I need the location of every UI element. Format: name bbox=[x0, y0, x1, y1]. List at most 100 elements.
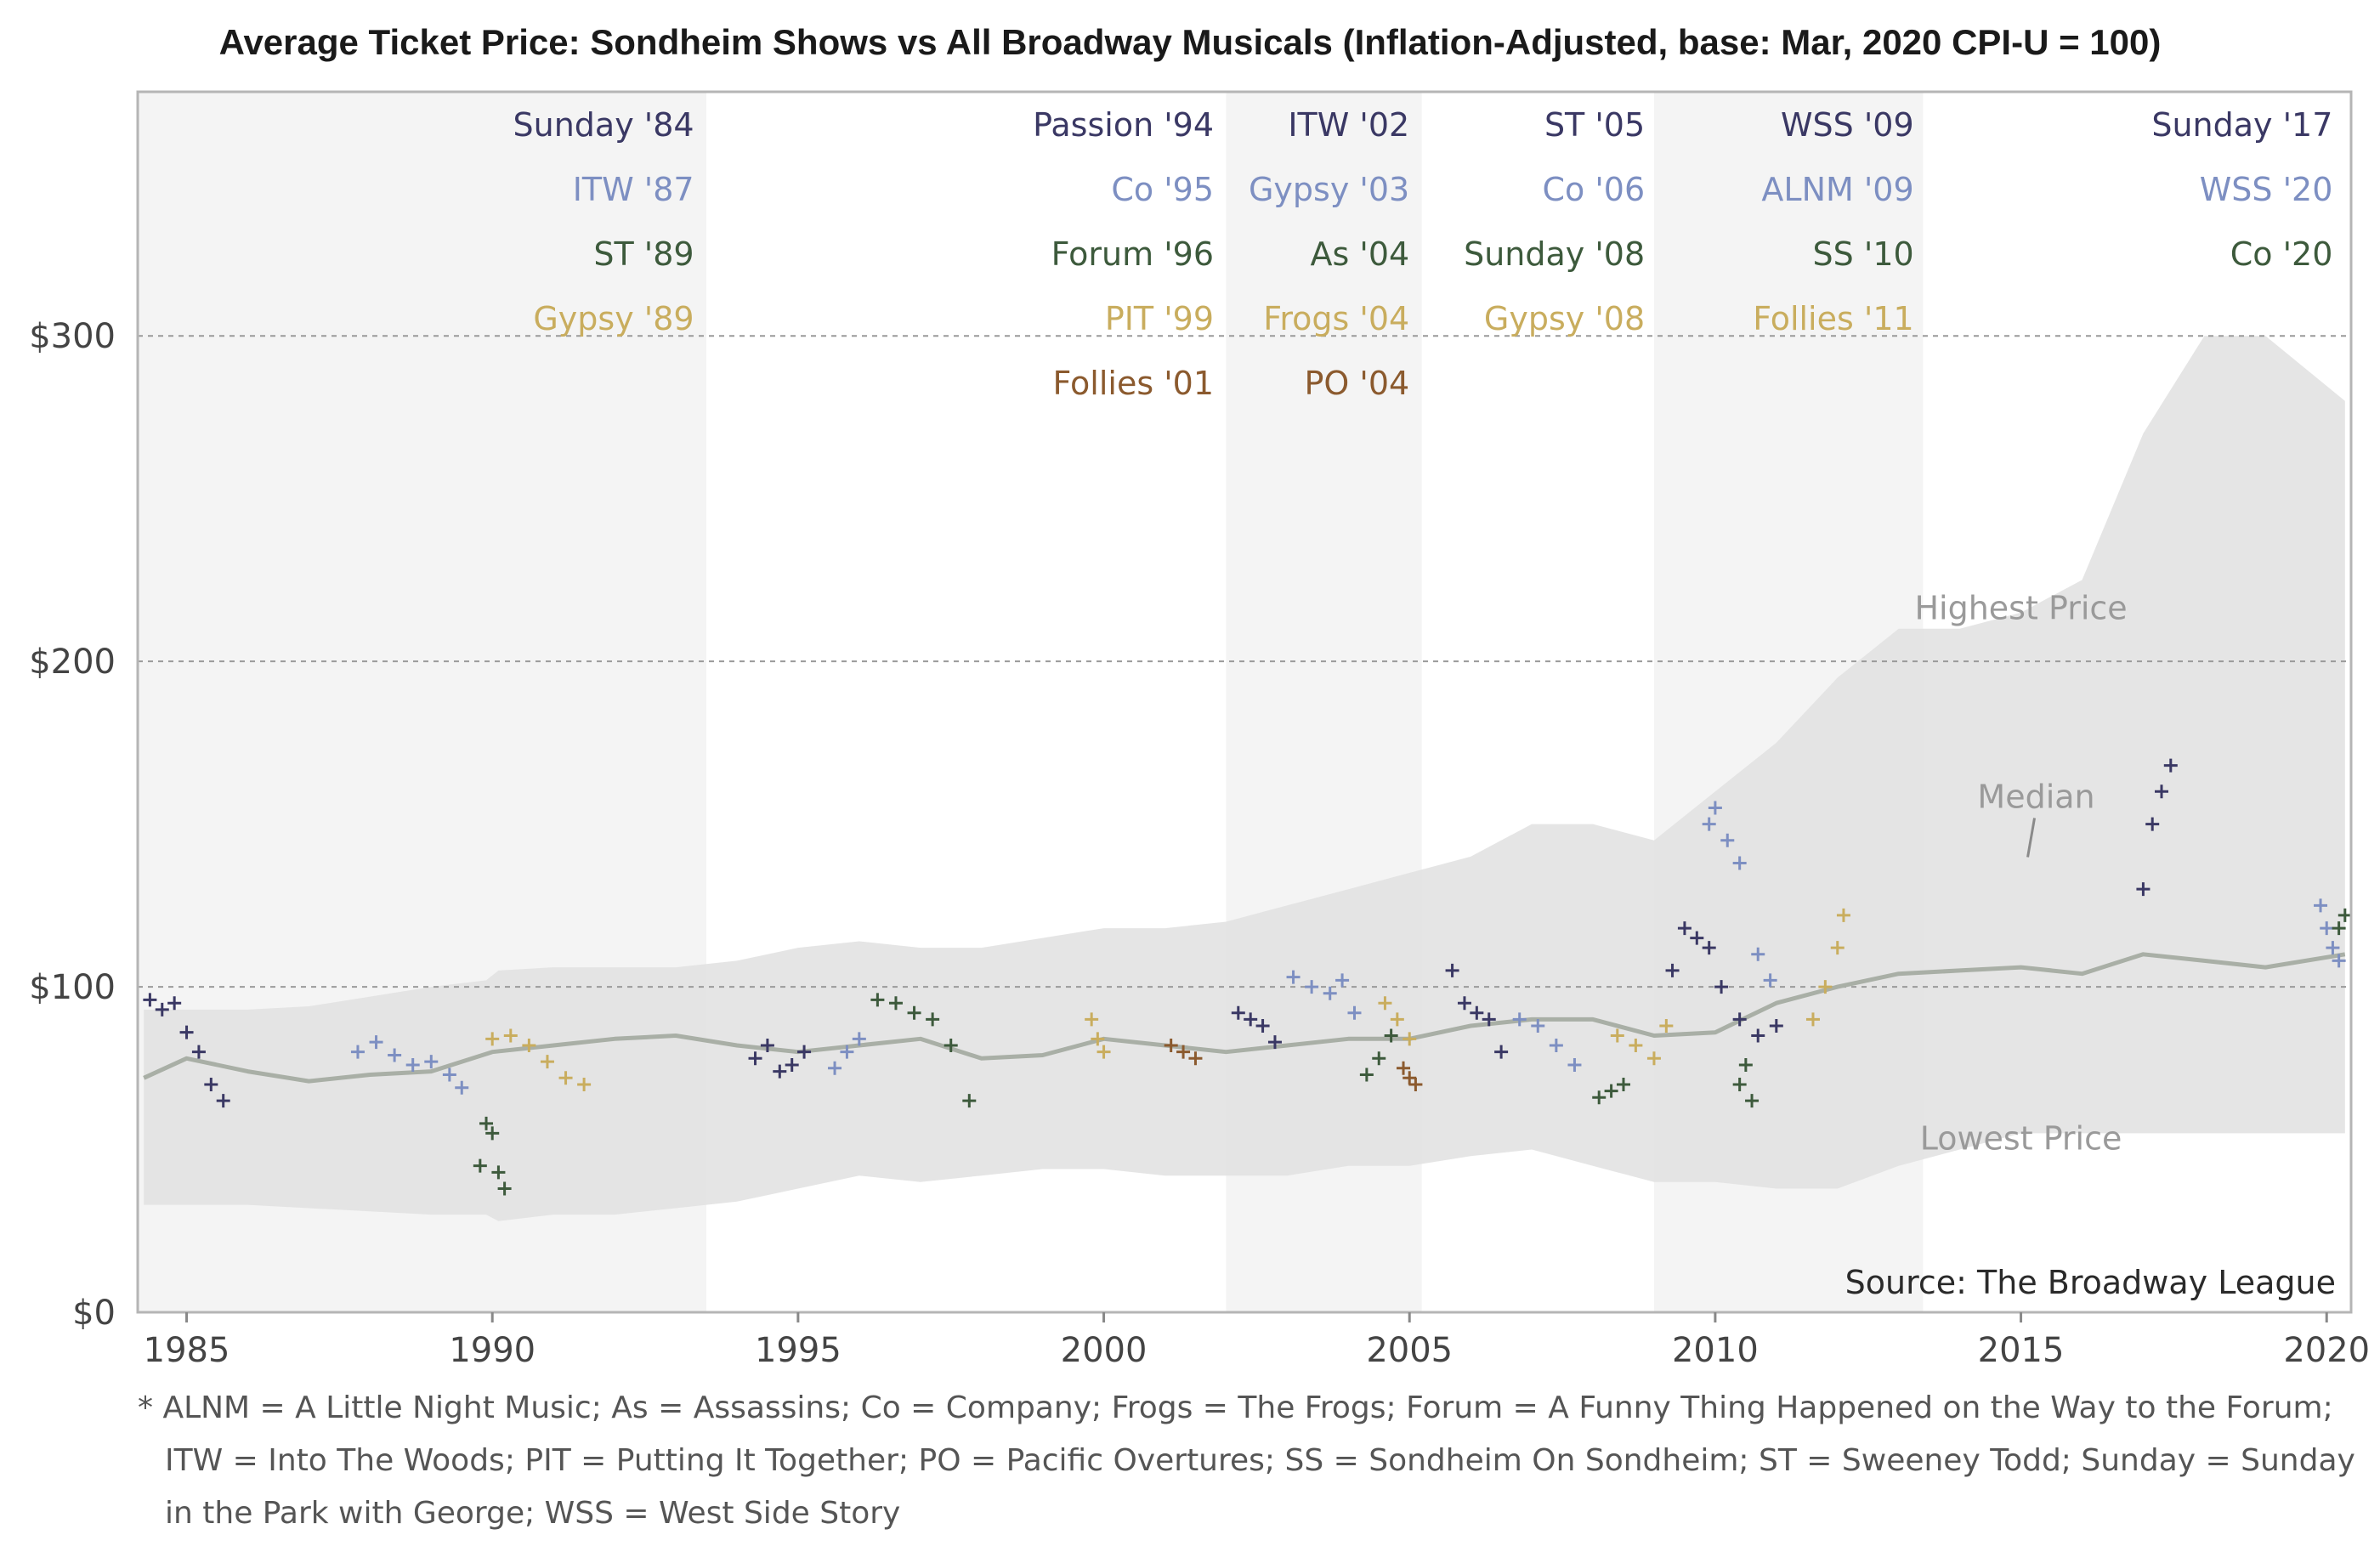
point-6-0 bbox=[870, 993, 885, 1007]
show-label-1-4: Follies '01 bbox=[1053, 365, 1214, 402]
point-19-0 bbox=[1702, 817, 1716, 831]
show-label-4-1: ALNM '09 bbox=[1761, 171, 1913, 208]
point-17-1 bbox=[1629, 1038, 1643, 1052]
show-label-2-0: ITW '02 bbox=[1288, 106, 1409, 144]
series-7 bbox=[1085, 1012, 1111, 1059]
point-18-3 bbox=[1702, 941, 1716, 955]
median-line bbox=[143, 952, 2346, 1084]
x-tick-label-0: 1985 bbox=[144, 1331, 230, 1370]
point-11-0 bbox=[1359, 1067, 1374, 1082]
x-tick-label-1: 1990 bbox=[449, 1331, 536, 1370]
point-15-2 bbox=[1549, 1038, 1563, 1052]
point-24-0 bbox=[2332, 921, 2346, 936]
point-2-4 bbox=[497, 1181, 512, 1196]
show-label-5-2: Co '20 bbox=[2230, 235, 2333, 273]
x-tick-label-7: 2020 bbox=[2283, 1331, 2370, 1370]
y-tick-label-0: $0 bbox=[72, 1294, 116, 1333]
series-21 bbox=[1805, 908, 1850, 1027]
point-15-1 bbox=[1531, 1019, 1545, 1034]
point-0-4 bbox=[191, 1045, 206, 1059]
point-2-0 bbox=[473, 1158, 487, 1173]
point-11-2 bbox=[1384, 1028, 1398, 1043]
point-18-1 bbox=[1677, 921, 1692, 936]
x-tick-label-2: 1995 bbox=[755, 1331, 842, 1370]
series-9 bbox=[1231, 1005, 1282, 1050]
point-7-1 bbox=[1091, 1032, 1105, 1046]
show-price-points bbox=[143, 758, 2352, 1196]
point-19-4 bbox=[1751, 947, 1765, 961]
point-0-1 bbox=[155, 1002, 169, 1017]
point-8-1 bbox=[1176, 1045, 1191, 1059]
footnote-line-1: * ALNM = A Little Night Music; As = Assa… bbox=[138, 1390, 2333, 1425]
point-12-0 bbox=[1378, 996, 1392, 1011]
annotation-2: Lowest Price bbox=[1920, 1120, 2122, 1158]
point-11-1 bbox=[1372, 1051, 1386, 1066]
annotation-1: Median bbox=[1977, 778, 2094, 815]
point-19-5 bbox=[1763, 973, 1777, 988]
point-13-1 bbox=[1402, 1071, 1417, 1085]
series-4 bbox=[748, 1038, 812, 1079]
point-23-2 bbox=[2326, 941, 2340, 955]
show-label-1-3: PIT '99 bbox=[1105, 300, 1214, 337]
median-leader-line bbox=[2026, 818, 2037, 858]
series-6 bbox=[870, 993, 977, 1108]
series-8 bbox=[1164, 1038, 1203, 1066]
y-axis: $0 $100 $200 $300 bbox=[29, 317, 116, 1333]
point-10-1 bbox=[1305, 980, 1319, 994]
point-13-0 bbox=[1397, 1061, 1411, 1075]
point-10-3 bbox=[1335, 973, 1350, 988]
point-14-3 bbox=[1482, 1012, 1496, 1027]
series-23 bbox=[2314, 898, 2346, 968]
point-23-3 bbox=[2332, 954, 2346, 968]
point-1-2 bbox=[388, 1048, 402, 1062]
point-0-6 bbox=[216, 1094, 230, 1108]
point-20-1 bbox=[1738, 1057, 1753, 1072]
point-4-1 bbox=[760, 1038, 774, 1052]
point-15-0 bbox=[1512, 1012, 1527, 1027]
point-0-5 bbox=[204, 1077, 218, 1091]
series-3 bbox=[485, 1028, 592, 1091]
point-1-0 bbox=[350, 1045, 365, 1059]
point-19-1 bbox=[1708, 801, 1722, 815]
point-16-2 bbox=[1616, 1077, 1630, 1091]
point-22-0 bbox=[2136, 882, 2150, 897]
show-label-4-2: SS '10 bbox=[1813, 235, 1914, 273]
point-9-3 bbox=[1267, 1035, 1282, 1050]
x-tick-label-4: 2005 bbox=[1366, 1331, 1453, 1370]
show-label-0-2: ST '89 bbox=[593, 235, 694, 273]
show-label-2-2: As '04 bbox=[1311, 235, 1410, 273]
point-10-2 bbox=[1323, 986, 1337, 1000]
point-3-1 bbox=[503, 1028, 518, 1043]
annotations: Highest Price Median Lowest Price Source: T… bbox=[1845, 589, 2336, 1301]
point-4-0 bbox=[748, 1051, 762, 1066]
point-1-5 bbox=[442, 1067, 456, 1082]
series-12 bbox=[1378, 996, 1417, 1046]
point-6-1 bbox=[888, 996, 903, 1011]
y-tick-label-3: $300 bbox=[29, 317, 116, 356]
series-1 bbox=[350, 1035, 469, 1095]
show-label-1-2: Forum '96 bbox=[1051, 235, 1214, 273]
point-9-1 bbox=[1244, 1012, 1258, 1027]
y-tick-label-1: $100 bbox=[29, 968, 116, 1007]
show-label-4-0: WSS '09 bbox=[1781, 106, 1914, 144]
point-16-1 bbox=[1604, 1084, 1618, 1098]
point-5-1 bbox=[840, 1045, 854, 1059]
point-18-0 bbox=[1665, 963, 1680, 977]
annotation-0: Highest Price bbox=[1914, 589, 2127, 626]
series-17 bbox=[1610, 1019, 1674, 1066]
series-14 bbox=[1445, 963, 1509, 1059]
series-11 bbox=[1359, 1028, 1398, 1082]
point-9-2 bbox=[1255, 1019, 1270, 1034]
point-22-1 bbox=[2145, 817, 2160, 831]
series-20 bbox=[1732, 1057, 1760, 1108]
point-1-3 bbox=[405, 1057, 420, 1072]
series-18 bbox=[1665, 921, 1783, 1043]
show-label-3-1: Co '06 bbox=[1542, 171, 1645, 208]
point-24-1 bbox=[2338, 908, 2352, 922]
point-5-2 bbox=[852, 1032, 866, 1046]
point-7-2 bbox=[1096, 1045, 1111, 1059]
point-2-1 bbox=[479, 1116, 494, 1130]
point-3-3 bbox=[540, 1055, 554, 1069]
point-6-3 bbox=[926, 1012, 940, 1027]
point-22-2 bbox=[2155, 784, 2169, 799]
